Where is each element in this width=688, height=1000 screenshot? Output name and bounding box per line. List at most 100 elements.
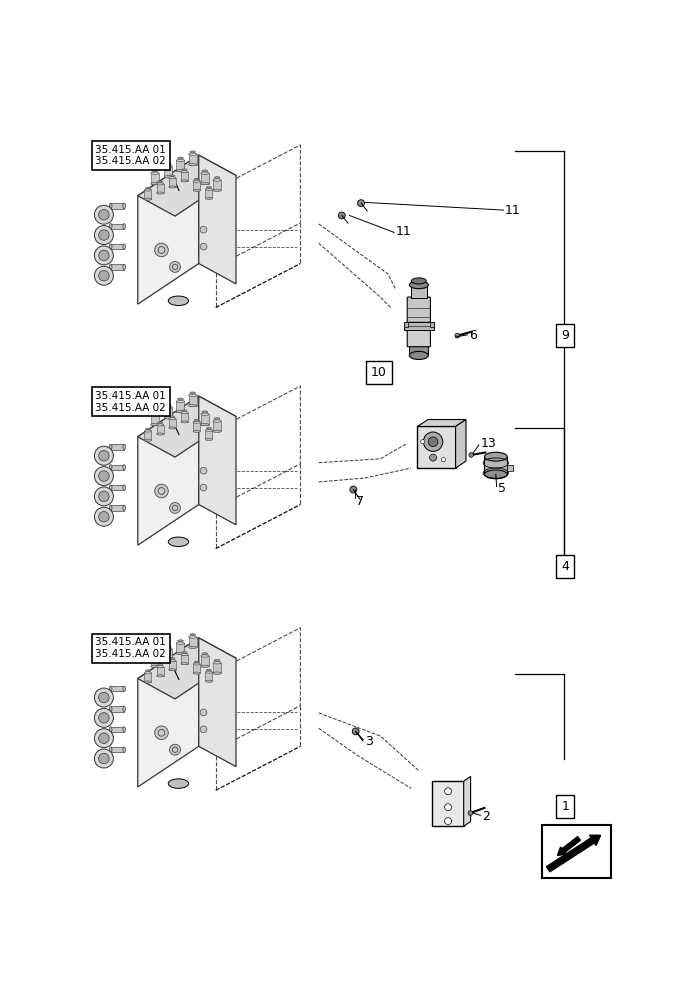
Ellipse shape [176,159,184,162]
Ellipse shape [123,747,126,752]
Circle shape [200,467,207,474]
Bar [144,431,151,440]
FancyArrow shape [546,835,601,872]
Polygon shape [138,396,199,545]
Bar [111,224,125,229]
Ellipse shape [145,187,151,189]
Bar [201,173,209,184]
Polygon shape [138,638,199,787]
Bar [144,190,151,199]
Ellipse shape [201,182,209,185]
Circle shape [423,432,443,451]
Bar [111,203,125,209]
Ellipse shape [164,406,172,409]
Ellipse shape [123,485,126,490]
Circle shape [98,512,109,522]
Ellipse shape [194,178,200,180]
Bar [430,322,433,327]
Ellipse shape [123,706,126,712]
Polygon shape [138,396,236,457]
Polygon shape [464,776,471,826]
Ellipse shape [169,296,189,306]
Ellipse shape [201,423,209,426]
Ellipse shape [193,180,200,182]
Circle shape [352,728,359,735]
FancyBboxPatch shape [407,297,431,322]
Ellipse shape [109,727,112,732]
Bar [111,747,125,752]
Text: 35.415.AA 01
35.415.AA 02: 35.415.AA 01 35.415.AA 02 [96,391,166,413]
Circle shape [350,486,357,493]
Bar [111,485,125,490]
Bar [176,643,184,653]
Circle shape [338,212,345,219]
Ellipse shape [181,653,188,656]
Ellipse shape [151,655,159,657]
Ellipse shape [205,429,213,431]
Circle shape [94,467,114,486]
Ellipse shape [176,410,184,413]
Ellipse shape [151,413,159,415]
Ellipse shape [190,151,195,153]
Polygon shape [138,638,236,699]
Ellipse shape [176,652,184,655]
Circle shape [444,804,451,811]
Ellipse shape [109,203,112,209]
Ellipse shape [123,264,126,270]
Circle shape [155,726,169,740]
Bar [169,419,176,428]
Ellipse shape [109,505,112,511]
Ellipse shape [181,412,188,414]
Ellipse shape [176,169,184,172]
Text: 4: 4 [561,560,569,573]
FancyArrow shape [557,837,581,855]
Text: 6: 6 [469,329,477,342]
Circle shape [98,271,109,281]
Ellipse shape [181,663,188,665]
Circle shape [155,243,169,257]
Ellipse shape [170,658,175,659]
Circle shape [94,446,114,465]
Text: 5: 5 [498,482,506,495]
Bar [201,414,209,425]
Ellipse shape [176,642,184,644]
Bar [176,160,184,171]
Circle shape [155,484,169,498]
Bar [157,184,164,193]
Ellipse shape [205,188,213,190]
Circle shape [98,713,109,723]
Bar [205,189,213,198]
Ellipse shape [202,411,208,413]
Circle shape [358,200,365,207]
Ellipse shape [157,666,164,668]
Circle shape [94,708,114,727]
Ellipse shape [190,392,195,394]
Circle shape [94,688,114,707]
Ellipse shape [169,418,176,420]
Ellipse shape [182,652,187,653]
Ellipse shape [109,706,112,712]
Bar [411,286,427,298]
Ellipse shape [182,169,187,171]
Ellipse shape [170,175,175,177]
Circle shape [172,264,178,270]
Circle shape [444,818,451,825]
Bar [181,413,188,422]
Ellipse shape [484,452,507,461]
Bar [213,663,221,673]
Ellipse shape [169,186,176,188]
Bar [111,264,125,270]
Ellipse shape [201,655,209,657]
Ellipse shape [123,244,126,249]
Bar [189,154,197,165]
Ellipse shape [169,537,189,547]
Ellipse shape [169,660,176,662]
Ellipse shape [164,648,172,650]
Ellipse shape [178,157,183,159]
Bar [542,825,612,878]
Ellipse shape [152,411,158,413]
Ellipse shape [145,428,151,430]
Circle shape [94,729,114,748]
Bar [193,664,200,673]
FancyBboxPatch shape [407,328,431,347]
